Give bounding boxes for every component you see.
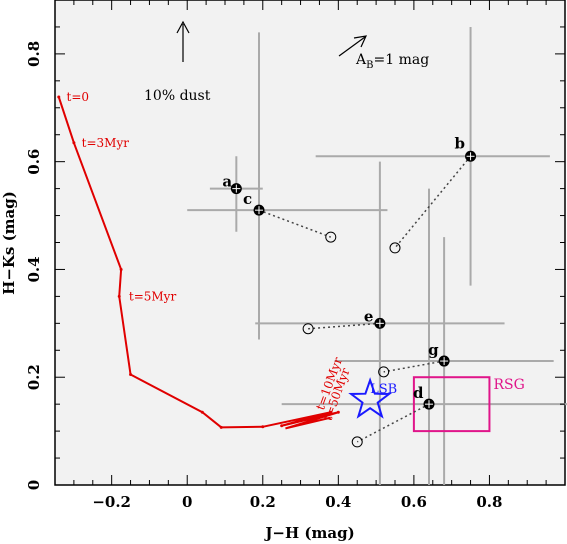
- track-point: [57, 95, 61, 99]
- model-link-e: [308, 322, 380, 330]
- y-tick-label: 0.6: [25, 149, 43, 175]
- rsg-box: [412, 376, 491, 433]
- x-tick-label: 0.6: [401, 493, 427, 511]
- point-label-b: b: [455, 134, 466, 152]
- point-label-c: c: [243, 190, 252, 208]
- track-point: [261, 425, 265, 429]
- dust-label: 10% dust: [144, 88, 211, 104]
- x-tick-label: 0.8: [476, 493, 502, 511]
- model-link-layer: [258, 155, 472, 448]
- dust-arrow: [176, 20, 190, 62]
- x-tick-label: 0.2: [250, 493, 276, 511]
- track-point: [129, 373, 133, 377]
- model-point-b: [389, 242, 401, 254]
- model-link-g: [383, 360, 445, 373]
- point-label-a: a: [222, 173, 232, 191]
- model-point-d: [351, 436, 363, 448]
- x-tick-label: 0: [182, 493, 192, 511]
- y-tick-label: 0: [25, 480, 43, 490]
- marks-layer: LSB ac b e g d: [222, 134, 477, 419]
- y-axis-label: H−Ks (mag): [0, 191, 18, 295]
- x-tick-label: 0.4: [325, 493, 351, 511]
- track-point: [200, 410, 204, 414]
- extinction-label: AB=1 mag: [355, 52, 429, 71]
- x-axis-label: J−H (mag): [263, 524, 354, 542]
- track-point: [329, 410, 333, 414]
- x-tick-label: −0.2: [92, 493, 131, 511]
- point-label-g: g: [428, 341, 439, 359]
- model-point-g: [378, 366, 390, 378]
- point-label-e: e: [364, 307, 374, 325]
- track-label: t=5Myr: [129, 289, 177, 303]
- lsb-star: [348, 377, 393, 419]
- track-point: [72, 141, 76, 145]
- y-tick-label: 0.2: [25, 364, 43, 390]
- y-tick-label: 0.4: [25, 256, 43, 282]
- track-point: [119, 267, 123, 271]
- lsb-label: LSB: [370, 382, 397, 397]
- track-point: [280, 424, 284, 428]
- model-link-d: [356, 403, 430, 443]
- y-tick-label: 0.8: [25, 41, 43, 67]
- point-label-d: d: [413, 384, 424, 402]
- track-point: [336, 410, 340, 414]
- ticks-layer: −0.2 0 0.2 0.4 0.6 0.8 0 0.2 0.4 0.6 0.8: [25, 0, 566, 511]
- extinction-arrow: [338, 35, 368, 57]
- track-point: [219, 425, 223, 429]
- track-label: t=3Myr: [82, 136, 130, 150]
- track-label: t=0: [67, 90, 90, 104]
- rsg-label: RSG: [493, 377, 524, 393]
- track-point: [117, 294, 121, 298]
- model-point-c: [325, 231, 337, 243]
- model-point-e: [302, 323, 314, 335]
